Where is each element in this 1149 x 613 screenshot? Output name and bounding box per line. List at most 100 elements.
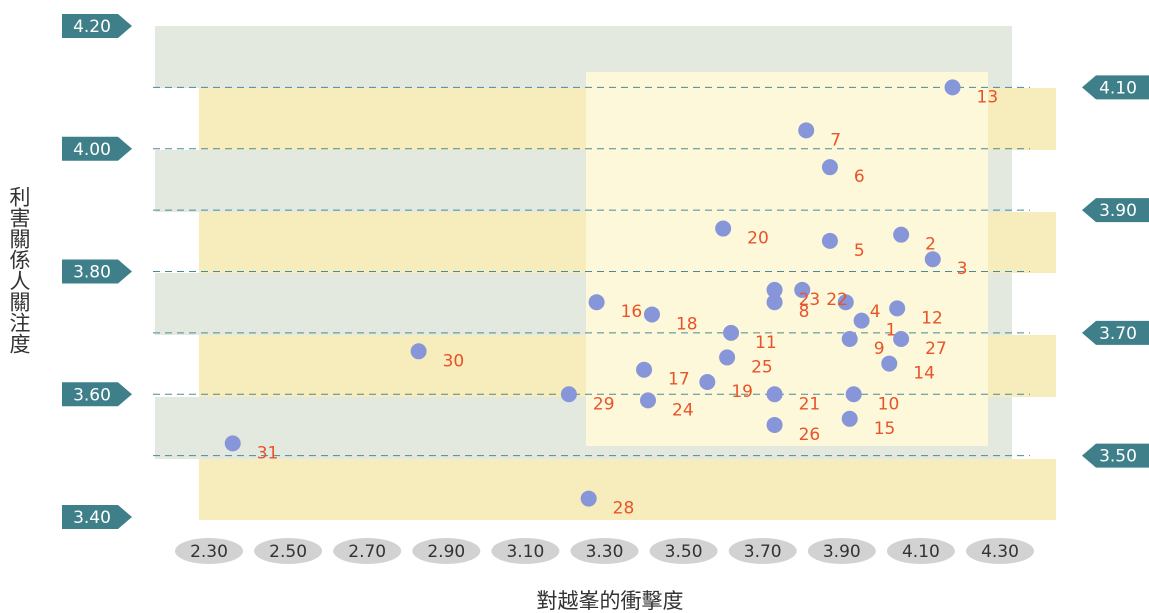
point-label: 9 <box>874 339 885 359</box>
x-tick-label: 2.30 <box>190 542 228 562</box>
x-tick-label: 2.90 <box>427 542 465 562</box>
point-label: 6 <box>854 167 865 187</box>
y-tick-marker <box>1082 443 1149 468</box>
point <box>224 435 241 452</box>
x-tick-label: 4.10 <box>902 542 940 562</box>
y-tick-marker <box>1082 198 1149 223</box>
x-tick-label: 3.30 <box>586 542 624 562</box>
y-tick-label: 4.10 <box>1099 78 1137 98</box>
x-tick-marker <box>491 538 560 564</box>
point <box>798 122 815 139</box>
point-label: 27 <box>925 339 947 359</box>
x-tick-marker <box>333 538 402 564</box>
x-tick-marker <box>807 538 876 564</box>
point-label: 5 <box>854 241 865 261</box>
point <box>889 300 906 317</box>
point-label: 24 <box>672 400 694 420</box>
y-tick-label: 3.90 <box>1099 201 1137 221</box>
y-tick-label: 3.50 <box>1099 447 1137 467</box>
point-label: 28 <box>613 499 635 519</box>
y-tick-marker <box>1082 75 1149 100</box>
point-label: 8 <box>799 302 810 322</box>
x-tick-marker <box>175 538 243 564</box>
point-label: 23 <box>799 290 821 310</box>
point <box>560 386 577 403</box>
y-tick-label: 3.70 <box>1099 324 1137 344</box>
point <box>580 490 597 507</box>
x-tick-label: 3.90 <box>823 542 861 562</box>
point-label: 19 <box>731 382 753 402</box>
x-tick-label: 2.70 <box>348 542 386 562</box>
point-label: 4 <box>870 302 881 322</box>
point-label: 10 <box>878 394 900 414</box>
point-label: 22 <box>826 290 848 310</box>
point <box>893 331 910 348</box>
y-tick-marker <box>62 259 132 284</box>
point <box>636 361 653 378</box>
y-tick-marker <box>62 505 132 529</box>
point <box>723 324 740 341</box>
x-tick-marker <box>966 538 1034 564</box>
point <box>841 410 858 427</box>
point <box>766 386 783 403</box>
point-label: 29 <box>593 394 615 414</box>
point <box>699 373 716 390</box>
point-label: 2 <box>925 235 936 255</box>
point <box>821 232 838 249</box>
point-label: 26 <box>799 425 821 445</box>
point-label: 3 <box>957 259 968 279</box>
point-label: 31 <box>257 443 279 463</box>
x-tick-label: 2.50 <box>269 542 307 562</box>
background-bands <box>155 26 1056 520</box>
point-label: 14 <box>913 364 935 384</box>
y-tick-label: 4.00 <box>73 140 111 160</box>
point-label: 1 <box>886 321 897 341</box>
x-tick-marker <box>649 538 718 564</box>
point-label: 30 <box>443 351 465 371</box>
x-axis-title: 對越峯的衝擊度 <box>537 589 684 613</box>
point-label: 18 <box>676 314 698 334</box>
point <box>845 386 862 403</box>
x-tick-marker <box>254 538 323 564</box>
x-tick-marker <box>412 538 481 564</box>
point-label: 15 <box>874 419 896 439</box>
y-tick-label: 3.60 <box>73 385 111 405</box>
point-label: 21 <box>799 394 821 414</box>
x-tick-marker <box>886 538 955 564</box>
point <box>881 355 898 372</box>
y-tick-marker <box>62 136 132 161</box>
point-label: 17 <box>668 370 690 390</box>
point <box>853 312 870 329</box>
point <box>588 294 605 311</box>
y-tick-marker <box>1082 320 1149 345</box>
x-tick-label: 4.30 <box>981 542 1019 562</box>
point <box>643 306 660 323</box>
point <box>766 281 783 298</box>
y-tick-label: 3.40 <box>73 508 111 528</box>
point <box>766 416 783 433</box>
point-label: 12 <box>921 308 943 328</box>
point <box>640 392 657 409</box>
point <box>944 79 961 96</box>
point <box>837 294 854 311</box>
y-tick-marker <box>62 382 132 407</box>
x-tick-label: 3.10 <box>506 542 544 562</box>
x-tick-label: 3.50 <box>665 542 703 562</box>
point-label: 13 <box>977 87 999 107</box>
point-label: 16 <box>621 302 643 322</box>
point <box>821 159 838 176</box>
x-tick-label: 3.70 <box>744 542 782 562</box>
point-label: 20 <box>747 229 769 249</box>
point <box>410 343 427 360</box>
point <box>924 251 941 268</box>
point <box>719 349 736 366</box>
x-tick-marker <box>570 538 639 564</box>
point-label: 7 <box>830 130 841 150</box>
point-label: 25 <box>751 357 773 377</box>
point <box>893 226 910 243</box>
y-tick-label: 4.20 <box>73 17 111 37</box>
point <box>766 294 783 311</box>
point <box>715 220 732 237</box>
point-label: 11 <box>755 333 777 353</box>
